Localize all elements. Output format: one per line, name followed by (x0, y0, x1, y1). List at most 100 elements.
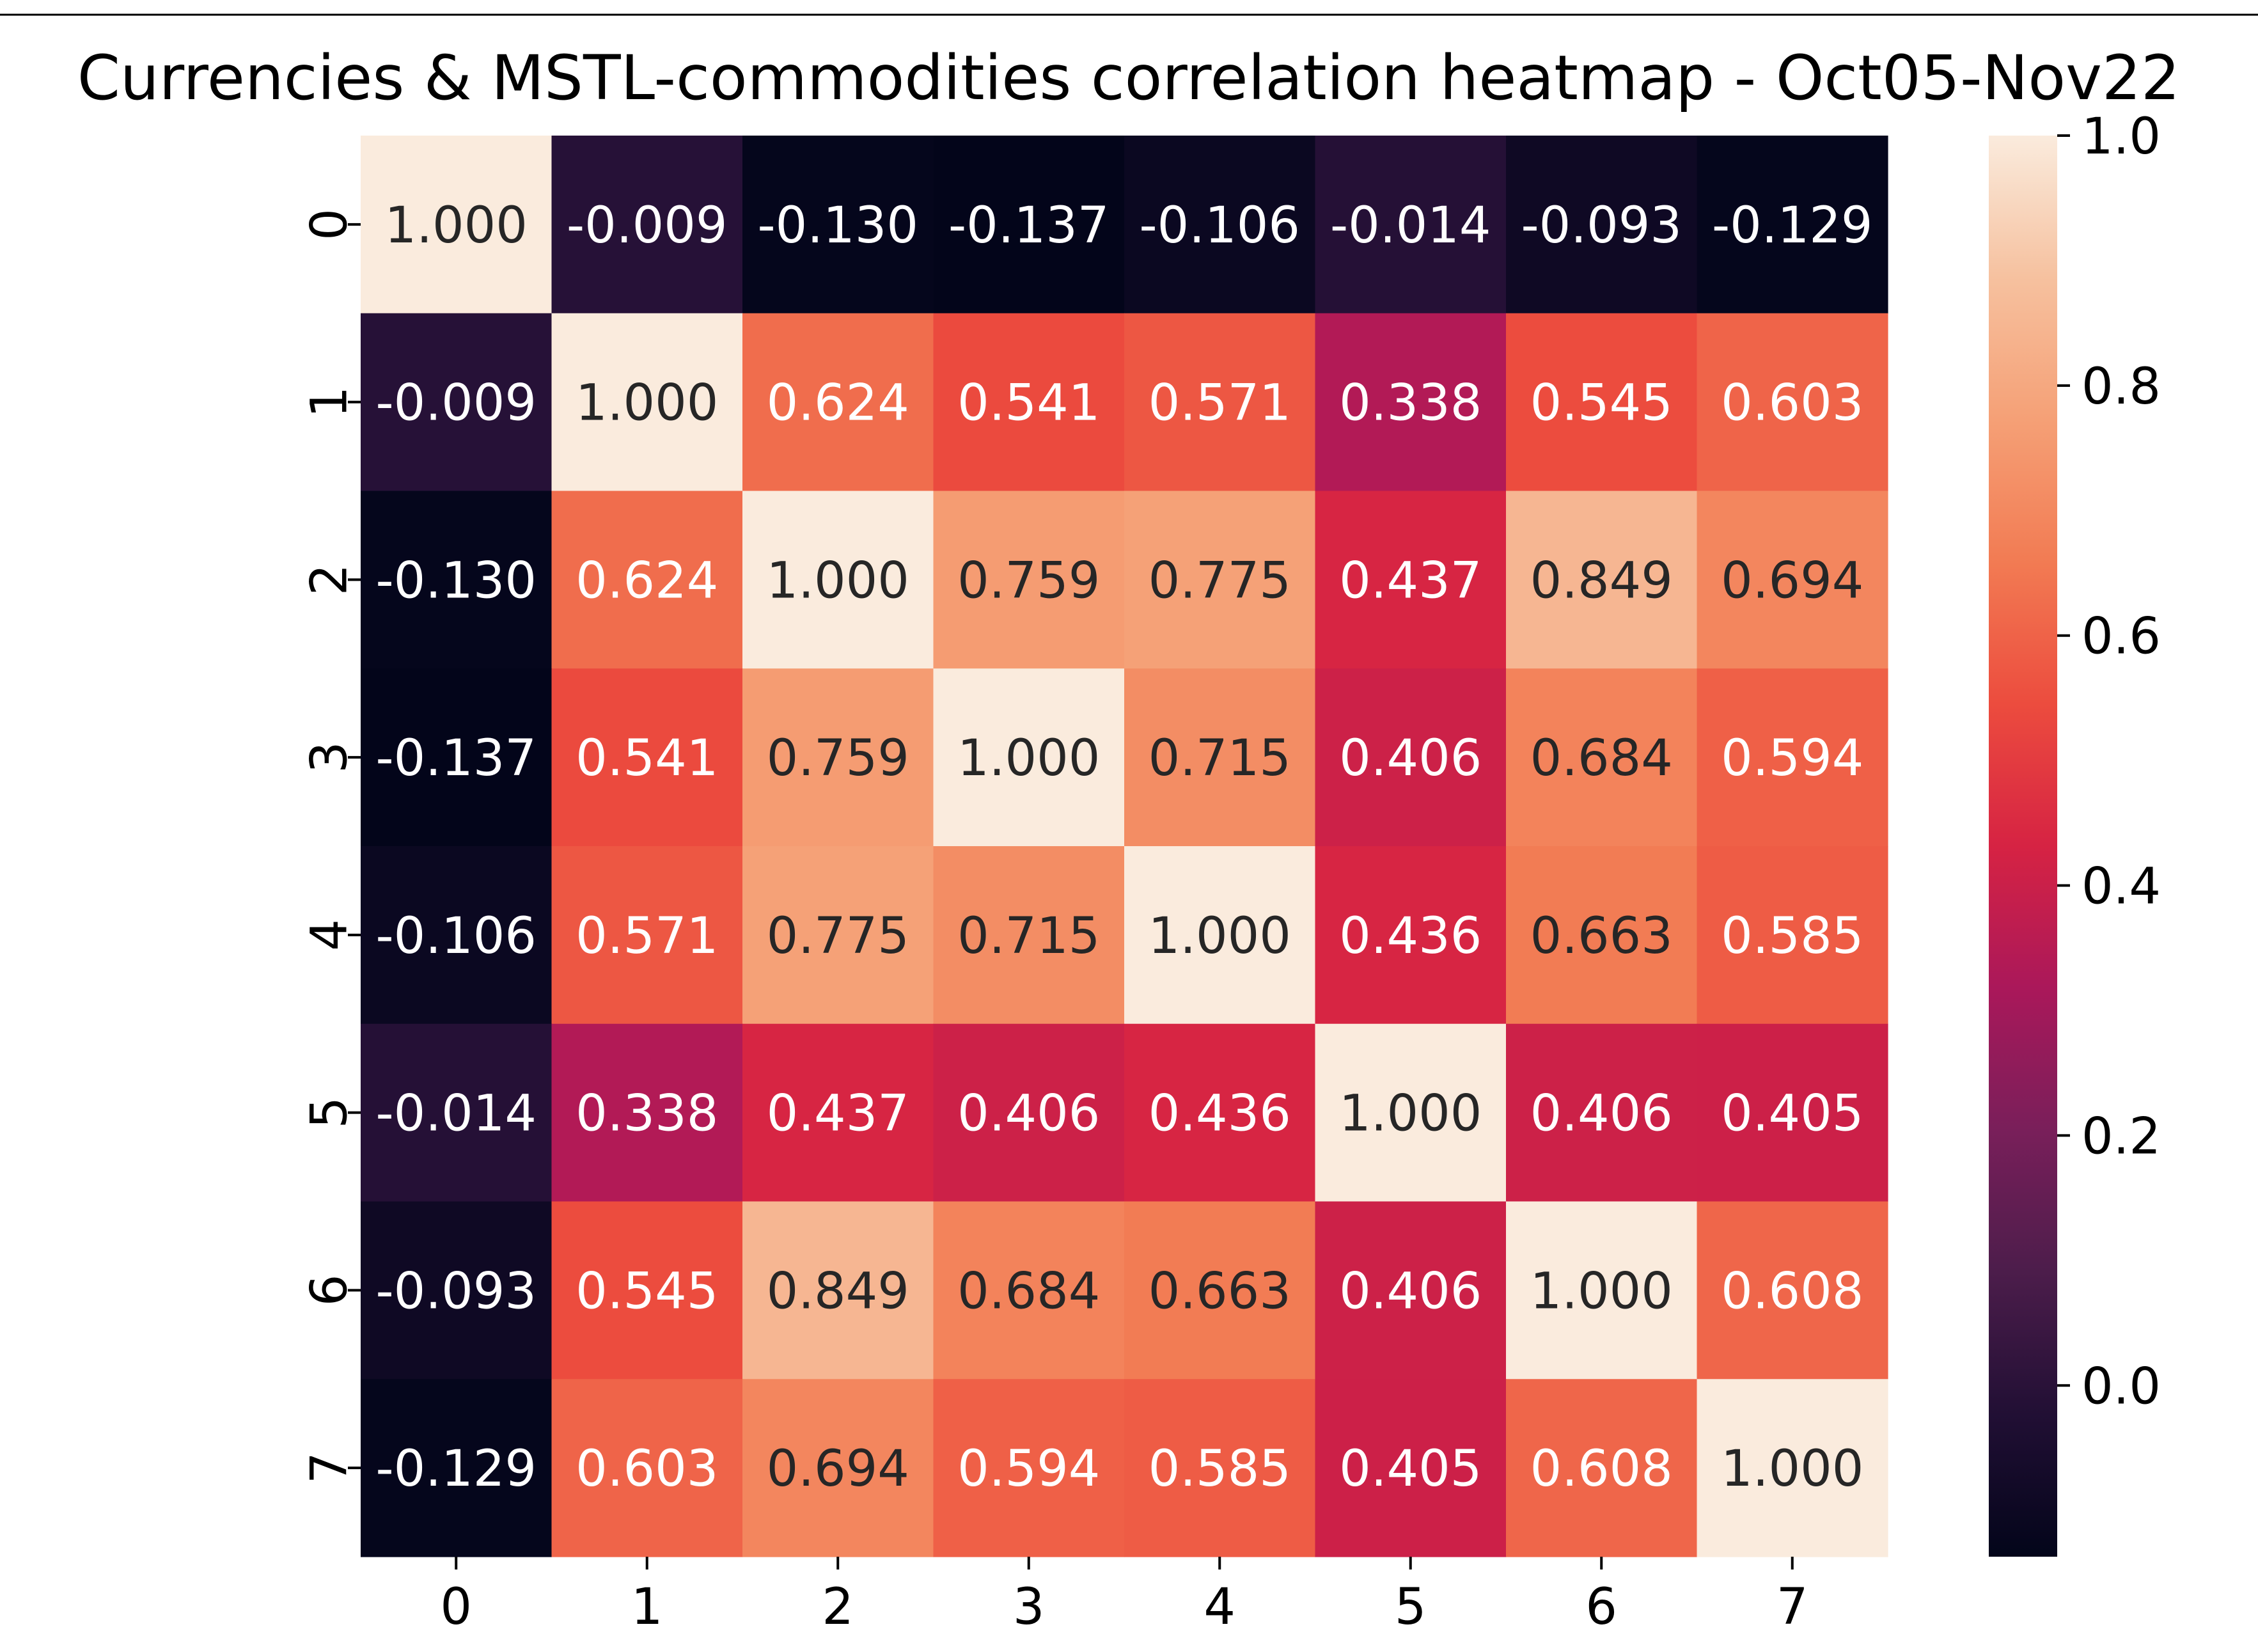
cell-value-r4-c4: 1.000 (1149, 908, 1291, 965)
heatmap-cell-r1-c4 (1124, 313, 1316, 492)
cell-value-r2-c1: 0.624 (576, 552, 718, 610)
heatmap-cell-r2-c6 (1506, 491, 1698, 669)
heatmap-cell-r4-c0 (361, 846, 553, 1025)
heatmap-cell-r7-c0 (361, 1379, 553, 1557)
heatmap-cell-r6-c6 (1506, 1201, 1698, 1380)
y-tick-label-3: 3 (301, 741, 358, 773)
cell-value-r0-c1: -0.009 (567, 197, 727, 255)
heatmap-cell-r2-c5 (1315, 491, 1507, 669)
heatmap-cell-r0-c7 (1697, 136, 1888, 314)
heatmap-cell-r1-c6 (1506, 313, 1698, 492)
heatmap-cell-r6-c2 (742, 1201, 934, 1380)
cell-value-r3-c5: 0.406 (1339, 730, 1482, 787)
heatmap-cell-r7-c6 (1506, 1379, 1698, 1557)
cell-value-r3-c0: -0.137 (376, 730, 537, 787)
heatmap-cell-r6-c5 (1315, 1201, 1507, 1380)
heatmap-cell-r0-c6 (1506, 136, 1698, 314)
cell-value-r6-c0: -0.093 (376, 1263, 537, 1320)
heatmap-cell-r5-c1 (551, 1023, 743, 1202)
cell-value-r7-c5: 0.405 (1339, 1440, 1482, 1498)
cell-value-r5-c7: 0.405 (1721, 1085, 1863, 1143)
heatmap-cell-r7-c5 (1315, 1379, 1507, 1557)
cell-value-r6-c7: 0.608 (1721, 1263, 1863, 1320)
colorbar-tick-label-4: 0.8 (2082, 358, 2161, 416)
heatmap-cell-r0-c3 (933, 136, 1125, 314)
x-tick-label-3: 3 (1013, 1578, 1045, 1636)
cell-value-r0-c6: -0.093 (1521, 197, 1682, 255)
heatmap-cell-r5-c3 (933, 1023, 1125, 1202)
cell-annotations: 1.000 -0.009 -0.130 -0.137 -0.106 -0.014 -0.09… (376, 197, 1873, 1498)
heatmap-cell-r7-c2 (742, 1379, 934, 1557)
colorbar-tick-label-0: 0.0 (2082, 1358, 2161, 1415)
x-axis: 0 1 2 3 4 5 6 7 (440, 1557, 1808, 1636)
cell-value-r7-c0: -0.129 (376, 1440, 537, 1498)
heatmap-cell-r4-c6 (1506, 846, 1698, 1025)
x-tick-label-7: 7 (1776, 1578, 1808, 1636)
heatmap-cell-r1-c7 (1697, 313, 1888, 492)
cell-value-r5-c6: 0.406 (1530, 1085, 1673, 1143)
cell-value-r4-c0: -0.106 (376, 908, 537, 965)
heatmap-cell-r4-c4 (1124, 846, 1316, 1025)
cell-value-r2-c7: 0.694 (1721, 552, 1863, 610)
heatmap-cell-r2-c2 (742, 491, 934, 669)
colorbar-tick-label-3: 0.6 (2082, 608, 2161, 666)
cell-value-r7-c1: 0.603 (576, 1440, 718, 1498)
heatmap-cell-r5-c2 (742, 1023, 934, 1202)
x-tick-label-4: 4 (1203, 1578, 1235, 1636)
chart-title: Currencies & MSTL-commodities correlatio… (77, 42, 2180, 114)
x-tick-label-6: 6 (1585, 1578, 1617, 1636)
x-tick-label-0: 0 (440, 1578, 472, 1636)
heatmap-cell-r5-c6 (1506, 1023, 1698, 1202)
cell-value-r4-c3: 0.715 (957, 908, 1100, 965)
heatmap-cell-r6-c4 (1124, 1201, 1316, 1380)
heatmap-cell-r4-c2 (742, 846, 934, 1025)
x-tick-label-5: 5 (1395, 1578, 1427, 1636)
heatmap-cell-r3-c0 (361, 668, 553, 847)
cell-value-r5-c5: 1.000 (1339, 1085, 1482, 1143)
y-axis: 0 1 2 3 4 5 6 7 (301, 208, 361, 1484)
cell-value-r1-c1: 1.000 (576, 375, 718, 432)
cell-value-r6-c5: 0.406 (1339, 1263, 1482, 1320)
cell-value-r7-c7: 1.000 (1721, 1440, 1863, 1498)
heatmap-cell-r4-c1 (551, 846, 743, 1025)
cell-value-r0-c2: -0.130 (758, 197, 918, 255)
colorbar: 0.0 0.2 0.4 0.6 0.8 1.0 (1989, 108, 2161, 1557)
heatmap-cell-r1-c0 (361, 313, 553, 492)
cell-value-r2-c6: 0.849 (1530, 552, 1673, 610)
cell-value-r4-c6: 0.663 (1530, 908, 1673, 965)
y-tick-label-1: 1 (301, 386, 358, 418)
heatmap-cells (361, 136, 1888, 1557)
cell-value-r2-c5: 0.437 (1339, 552, 1482, 610)
heatmap-cell-r3-c6 (1506, 668, 1698, 847)
heatmap-cell-r0-c2 (742, 136, 934, 314)
heatmap-cell-r6-c3 (933, 1201, 1125, 1380)
cell-value-r4-c2: 0.775 (767, 908, 909, 965)
heatmap-cell-r3-c5 (1315, 668, 1507, 847)
heatmap-cell-r5-c5 (1315, 1023, 1507, 1202)
heatmap-cell-r3-c4 (1124, 668, 1316, 847)
heatmap-cell-r3-c1 (551, 668, 743, 847)
cell-value-r0-c3: -0.137 (948, 197, 1109, 255)
cell-value-r1-c0: -0.009 (376, 375, 537, 432)
cell-value-r2-c0: -0.130 (376, 552, 537, 610)
heatmap-cell-r0-c0 (361, 136, 553, 314)
heatmap-cell-r2-c7 (1697, 491, 1888, 669)
cell-value-r0-c7: -0.129 (1712, 197, 1872, 255)
heatmap-cell-r3-c3 (933, 668, 1125, 847)
cell-value-r3-c2: 0.759 (767, 730, 909, 787)
heatmap-cell-r2-c4 (1124, 491, 1316, 669)
cell-value-r3-c3: 1.000 (957, 730, 1100, 787)
cell-value-r3-c7: 0.594 (1721, 730, 1863, 787)
heatmap-cell-r2-c3 (933, 491, 1125, 669)
heatmap-cell-r0-c5 (1315, 136, 1507, 314)
cell-value-r5-c0: -0.014 (376, 1085, 537, 1143)
cell-value-r6-c4: 0.663 (1149, 1263, 1291, 1320)
cell-value-r7-c4: 0.585 (1149, 1440, 1291, 1498)
cell-value-r2-c2: 1.000 (767, 552, 909, 610)
heatmap-cell-r1-c3 (933, 313, 1125, 492)
cell-value-r0-c4: -0.106 (1140, 197, 1300, 255)
heatmap-cell-r7-c7 (1697, 1379, 1888, 1557)
x-tick-label-1: 1 (631, 1578, 663, 1636)
